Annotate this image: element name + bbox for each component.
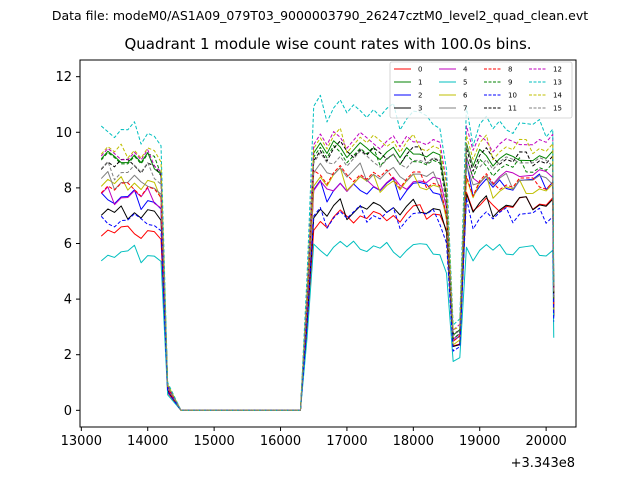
x-tick-label: 18000 — [393, 434, 434, 449]
x-tick-label: 15000 — [193, 434, 234, 449]
series-line-15 — [100, 144, 555, 411]
y-tick-label: 0 — [64, 404, 72, 419]
legend-label-13: 13 — [553, 79, 562, 87]
legend-label-1: 1 — [418, 79, 422, 87]
chart-suptitle: Data file: modeM0/AS1A09_079T03_90000037… — [52, 8, 588, 23]
legend-label-10: 10 — [508, 92, 517, 100]
x-tick-label: 20000 — [525, 434, 566, 449]
chart-title: Quadrant 1 module wise count rates with … — [124, 35, 531, 53]
legend-label-3: 3 — [418, 105, 422, 113]
legend-label-8: 8 — [508, 66, 512, 74]
legend-label-9: 9 — [508, 79, 512, 87]
legend-label-14: 14 — [553, 92, 562, 100]
series-line-10 — [100, 197, 555, 411]
x-tick-label: 19000 — [459, 434, 500, 449]
x-tick-label: 16000 — [260, 434, 301, 449]
y-tick-label: 12 — [55, 70, 72, 85]
x-tick-label: 14000 — [127, 434, 168, 449]
legend-label-7: 7 — [463, 105, 467, 113]
x-offset-label: +3.343e8 — [511, 456, 575, 471]
series-layer — [100, 94, 555, 411]
legend-label-15: 15 — [553, 105, 562, 113]
legend-label-5: 5 — [463, 79, 467, 87]
y-tick-label: 8 — [64, 181, 72, 196]
y-tick-label: 2 — [64, 348, 72, 363]
legend-label-12: 12 — [553, 66, 562, 74]
y-tick-label: 4 — [64, 293, 72, 308]
x-tick-label: 13000 — [61, 434, 102, 449]
y-tick-label: 6 — [64, 237, 72, 252]
legend-label-6: 6 — [463, 92, 468, 100]
legend-label-2: 2 — [418, 92, 422, 100]
legend-label-11: 11 — [508, 105, 517, 113]
legend-box — [389, 61, 573, 119]
x-tick-label: 17000 — [326, 434, 367, 449]
legend-label-4: 4 — [463, 66, 468, 74]
x-axis: 13000 14000 15000 16000 17000 18000 19000 20000 — [61, 427, 567, 449]
legend-label-0: 0 — [418, 66, 422, 74]
y-tick-label: 10 — [55, 126, 72, 141]
y-axis: 0 2 4 6 8 10 12 — [55, 70, 80, 419]
